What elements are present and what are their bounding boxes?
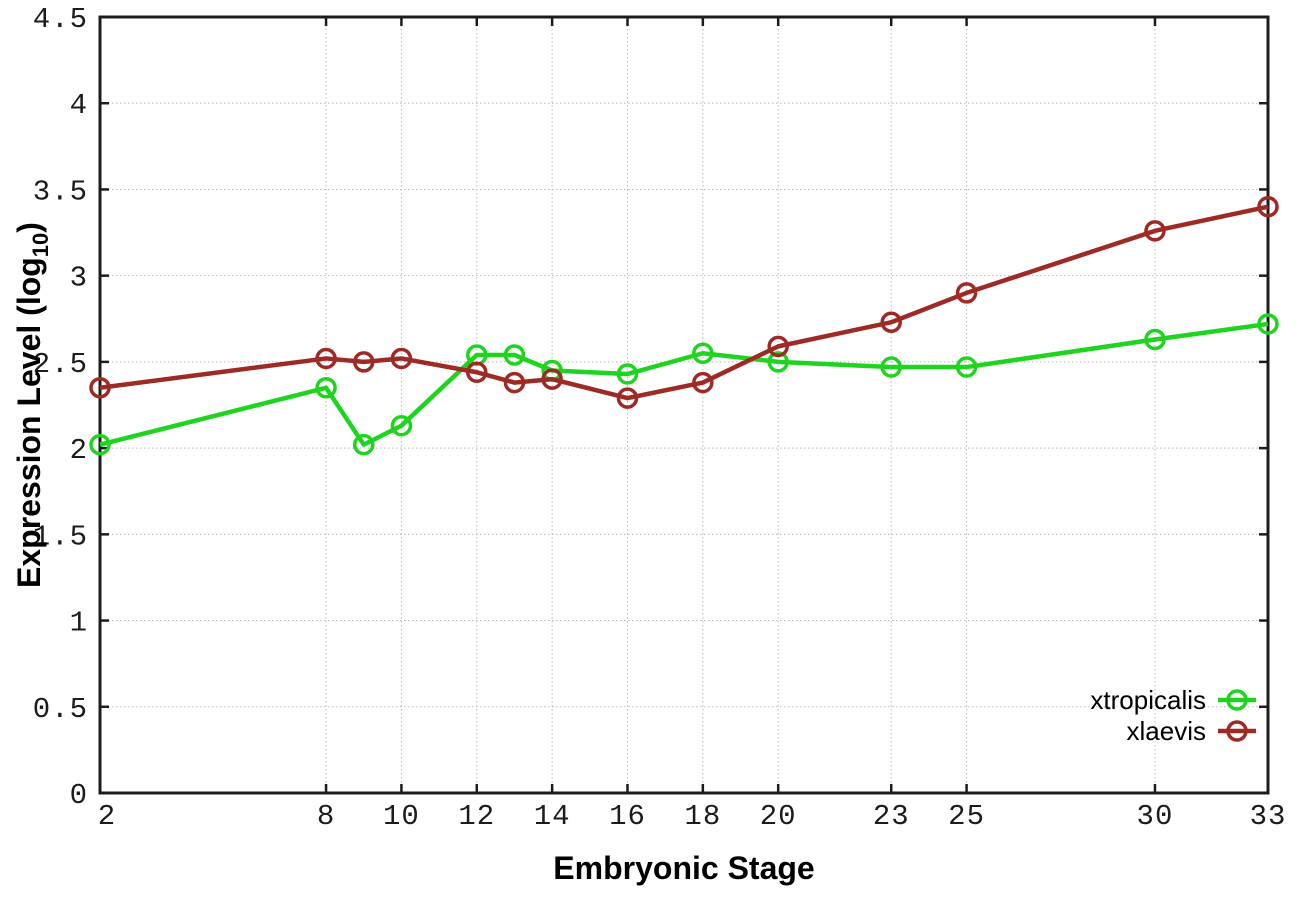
y-axis-title: Expression Level (log10)	[11, 222, 53, 588]
xtropicalis-marker	[616, 363, 639, 385]
xlaevis-marker	[1257, 195, 1279, 218]
xlaevis-marker	[390, 347, 413, 370]
xlaevis-marker	[1144, 220, 1166, 242]
legend-item-xlaevis: xlaevis	[1127, 716, 1256, 746]
xlaevis-marker	[692, 371, 714, 394]
legend-marker	[1226, 689, 1248, 711]
xlaevis-marker	[616, 387, 639, 409]
y-tick-label: 2	[70, 434, 88, 467]
x-tick-label: 10	[383, 800, 420, 833]
axis-titles: Embryonic Stage Expression Level (log10)	[11, 222, 815, 886]
x-tick-label: 23	[873, 800, 910, 833]
xlaevis-marker	[89, 377, 111, 399]
x-tick-label: 30	[1137, 800, 1174, 833]
axes-layer: 2 8 10 12 14 16 18 20 23 25 30 33 0 0.5 1 1.5 2 2.5 3 3.5 4 4…	[33, 3, 1287, 833]
xlaevis-marker	[767, 335, 789, 358]
xlaevis-marker	[955, 282, 978, 304]
x-axis-title: Embryonic Stage	[553, 850, 814, 886]
legend-label: xlaevis	[1127, 716, 1206, 746]
grid-layer	[99, 16, 1269, 794]
xlaevis-marker	[880, 311, 902, 333]
y-tick-label: 0.5	[33, 693, 88, 726]
legend-item-xtropicalis: xtropicalis	[1090, 685, 1256, 715]
xtropicalis-marker	[692, 342, 714, 365]
x-tick-label: 18	[684, 800, 721, 833]
xtropicalis-marker	[767, 351, 789, 373]
x-tick-label: 14	[534, 800, 571, 833]
xtropicalis-marker	[315, 377, 337, 399]
xtropicalis-marker	[955, 356, 978, 378]
y-tick-label: 3	[70, 262, 88, 295]
xtropicalis-marker	[89, 433, 111, 456]
x-tick-label: 20	[760, 800, 797, 833]
x-tick-label: 33	[1250, 800, 1287, 833]
legend-marker	[1226, 720, 1248, 742]
xtropicalis-marker	[880, 356, 902, 378]
xtropicalis-marker	[1257, 313, 1279, 335]
xtropicalis-line	[99, 321, 1269, 447]
x-tick-label: 16	[609, 800, 646, 833]
xlaevis-marker	[541, 368, 563, 390]
plot-border	[98, 15, 1270, 795]
xlaevis-marker	[315, 347, 337, 370]
y-tick-label: 3.5	[33, 175, 88, 208]
y-tick-label: 0	[70, 779, 88, 812]
legend-label: xtropicalis	[1090, 685, 1206, 715]
y-tick-label: 1.5	[33, 520, 88, 553]
xlaevis-marker	[503, 371, 526, 394]
xlaevis-line	[99, 204, 1269, 401]
xtropicalis-marker	[1144, 328, 1166, 351]
y-tick-label: 4.5	[33, 3, 88, 36]
xtropicalis-marker	[390, 414, 413, 437]
x-tick-label: 2	[98, 800, 116, 833]
y-tick-label: 4	[70, 89, 88, 122]
xlaevis-marker	[466, 361, 488, 383]
series-layer	[89, 195, 1279, 456]
xtropicalis-marker	[352, 433, 375, 456]
xtropicalis-marker	[503, 344, 526, 366]
x-tick-label: 12	[458, 800, 495, 833]
xlaevis-marker	[352, 351, 375, 373]
y-tick-label: 1	[70, 607, 88, 640]
x-tick-label: 25	[948, 800, 985, 833]
y-tick-label: 2.5	[33, 348, 88, 381]
x-tick-label: 8	[317, 800, 335, 833]
